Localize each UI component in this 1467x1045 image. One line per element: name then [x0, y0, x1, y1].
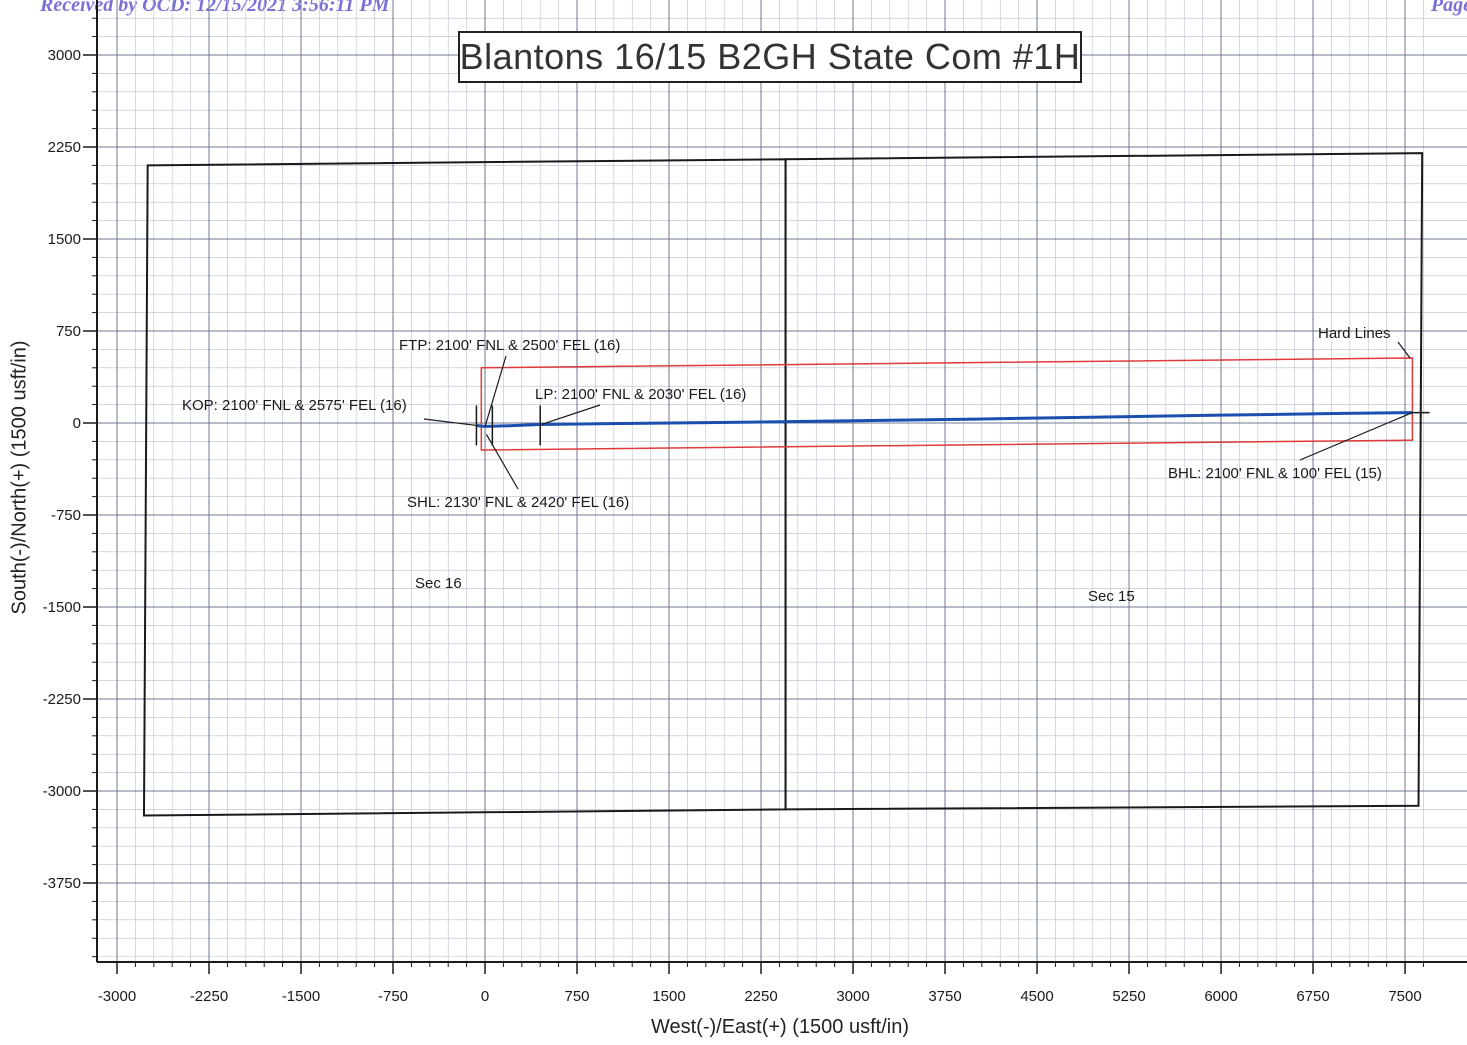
wellpath-point — [606, 422, 609, 425]
x-tick-label: 3000 — [836, 988, 869, 1005]
y-tick-label: -3750 — [43, 875, 81, 892]
x-tick-label: 0 — [481, 988, 489, 1005]
y-tick-label: -3000 — [43, 783, 81, 800]
hard-lines-box — [480, 357, 1414, 451]
x-tick-label: 7500 — [1388, 988, 1421, 1005]
y-tick-label: 0 — [73, 415, 81, 432]
x-tick-label: 1500 — [652, 988, 685, 1005]
wellpath-line — [476, 411, 1413, 428]
annotation-ftp: FTP: 2100' FNL & 2500' FEL (16) — [399, 337, 620, 354]
wellpath-point — [852, 419, 854, 422]
x-tick-label: 4500 — [1020, 988, 1053, 1005]
section-outline — [142, 158, 787, 817]
chart-title: Blantons 16/15 B2GH State Com #1H — [458, 31, 1082, 83]
x-tick-label: 6000 — [1204, 988, 1237, 1005]
wellpath-point — [974, 418, 977, 420]
y-tick-label: 1500 — [48, 231, 81, 248]
section-label: Sec 15 — [1088, 588, 1135, 605]
annotation-kop: KOP: 2100' FNL & 2575' FEL (16) — [182, 397, 407, 414]
leader-line-ftp — [484, 355, 507, 427]
leader-line-bhl — [1299, 412, 1413, 461]
x-tick-label: 5250 — [1112, 988, 1145, 1005]
grid — [97, 0, 1467, 962]
page-stamp: Page 2 — [1430, 0, 1467, 16]
leader-line-shl — [485, 434, 519, 490]
x-tick-label: 3750 — [928, 988, 961, 1005]
wellpath-point — [508, 424, 511, 427]
x-tick-label: -3000 — [98, 988, 136, 1005]
y-tick-label: -1500 — [43, 599, 81, 616]
y-tick-label: 3000 — [48, 47, 81, 64]
x-tick-label: -750 — [378, 988, 408, 1005]
annotation-lp: LP: 2100' FNL & 2030' FEL (16) — [535, 386, 746, 403]
wellpath-point — [1220, 414, 1222, 416]
y-tick-label: 2250 — [48, 139, 81, 156]
wellpath-point — [729, 421, 732, 424]
annotation-bhl: BHL: 2100' FNL & 100' FEL (15) — [1168, 465, 1382, 482]
x-tick-label: 2250 — [744, 988, 777, 1005]
section-outline — [784, 152, 1424, 811]
y-tick-label: 750 — [56, 323, 81, 340]
leader-line-lp — [542, 404, 601, 425]
received-stamp: Received by OCD: 12/15/2021 3:56:11 PM — [40, 0, 390, 16]
annotation-shl: SHL: 2130' FNL & 2420' FEL (16) — [407, 494, 629, 511]
x-tick-label: 750 — [564, 988, 589, 1005]
hard-lines-label: Hard Lines — [1318, 325, 1391, 342]
y-tick-label: -2250 — [43, 691, 81, 708]
y-tick-label: -750 — [51, 507, 81, 524]
wellpath-point — [1342, 412, 1345, 415]
x-axis-label: West(-)/East(+) (1500 usft/in) — [650, 1016, 910, 1038]
x-tick-label: -1500 — [282, 988, 320, 1005]
x-tick-label: 6750 — [1296, 988, 1329, 1005]
x-tick-label: -2250 — [190, 988, 228, 1005]
leader-line-kop — [423, 418, 477, 427]
section-label: Sec 16 — [415, 575, 462, 592]
wellpath-point — [1097, 416, 1100, 418]
leader-line-hard — [1397, 341, 1411, 359]
y-axis-label: South(-)/North(+) (1500 usft/in) — [8, 340, 31, 615]
